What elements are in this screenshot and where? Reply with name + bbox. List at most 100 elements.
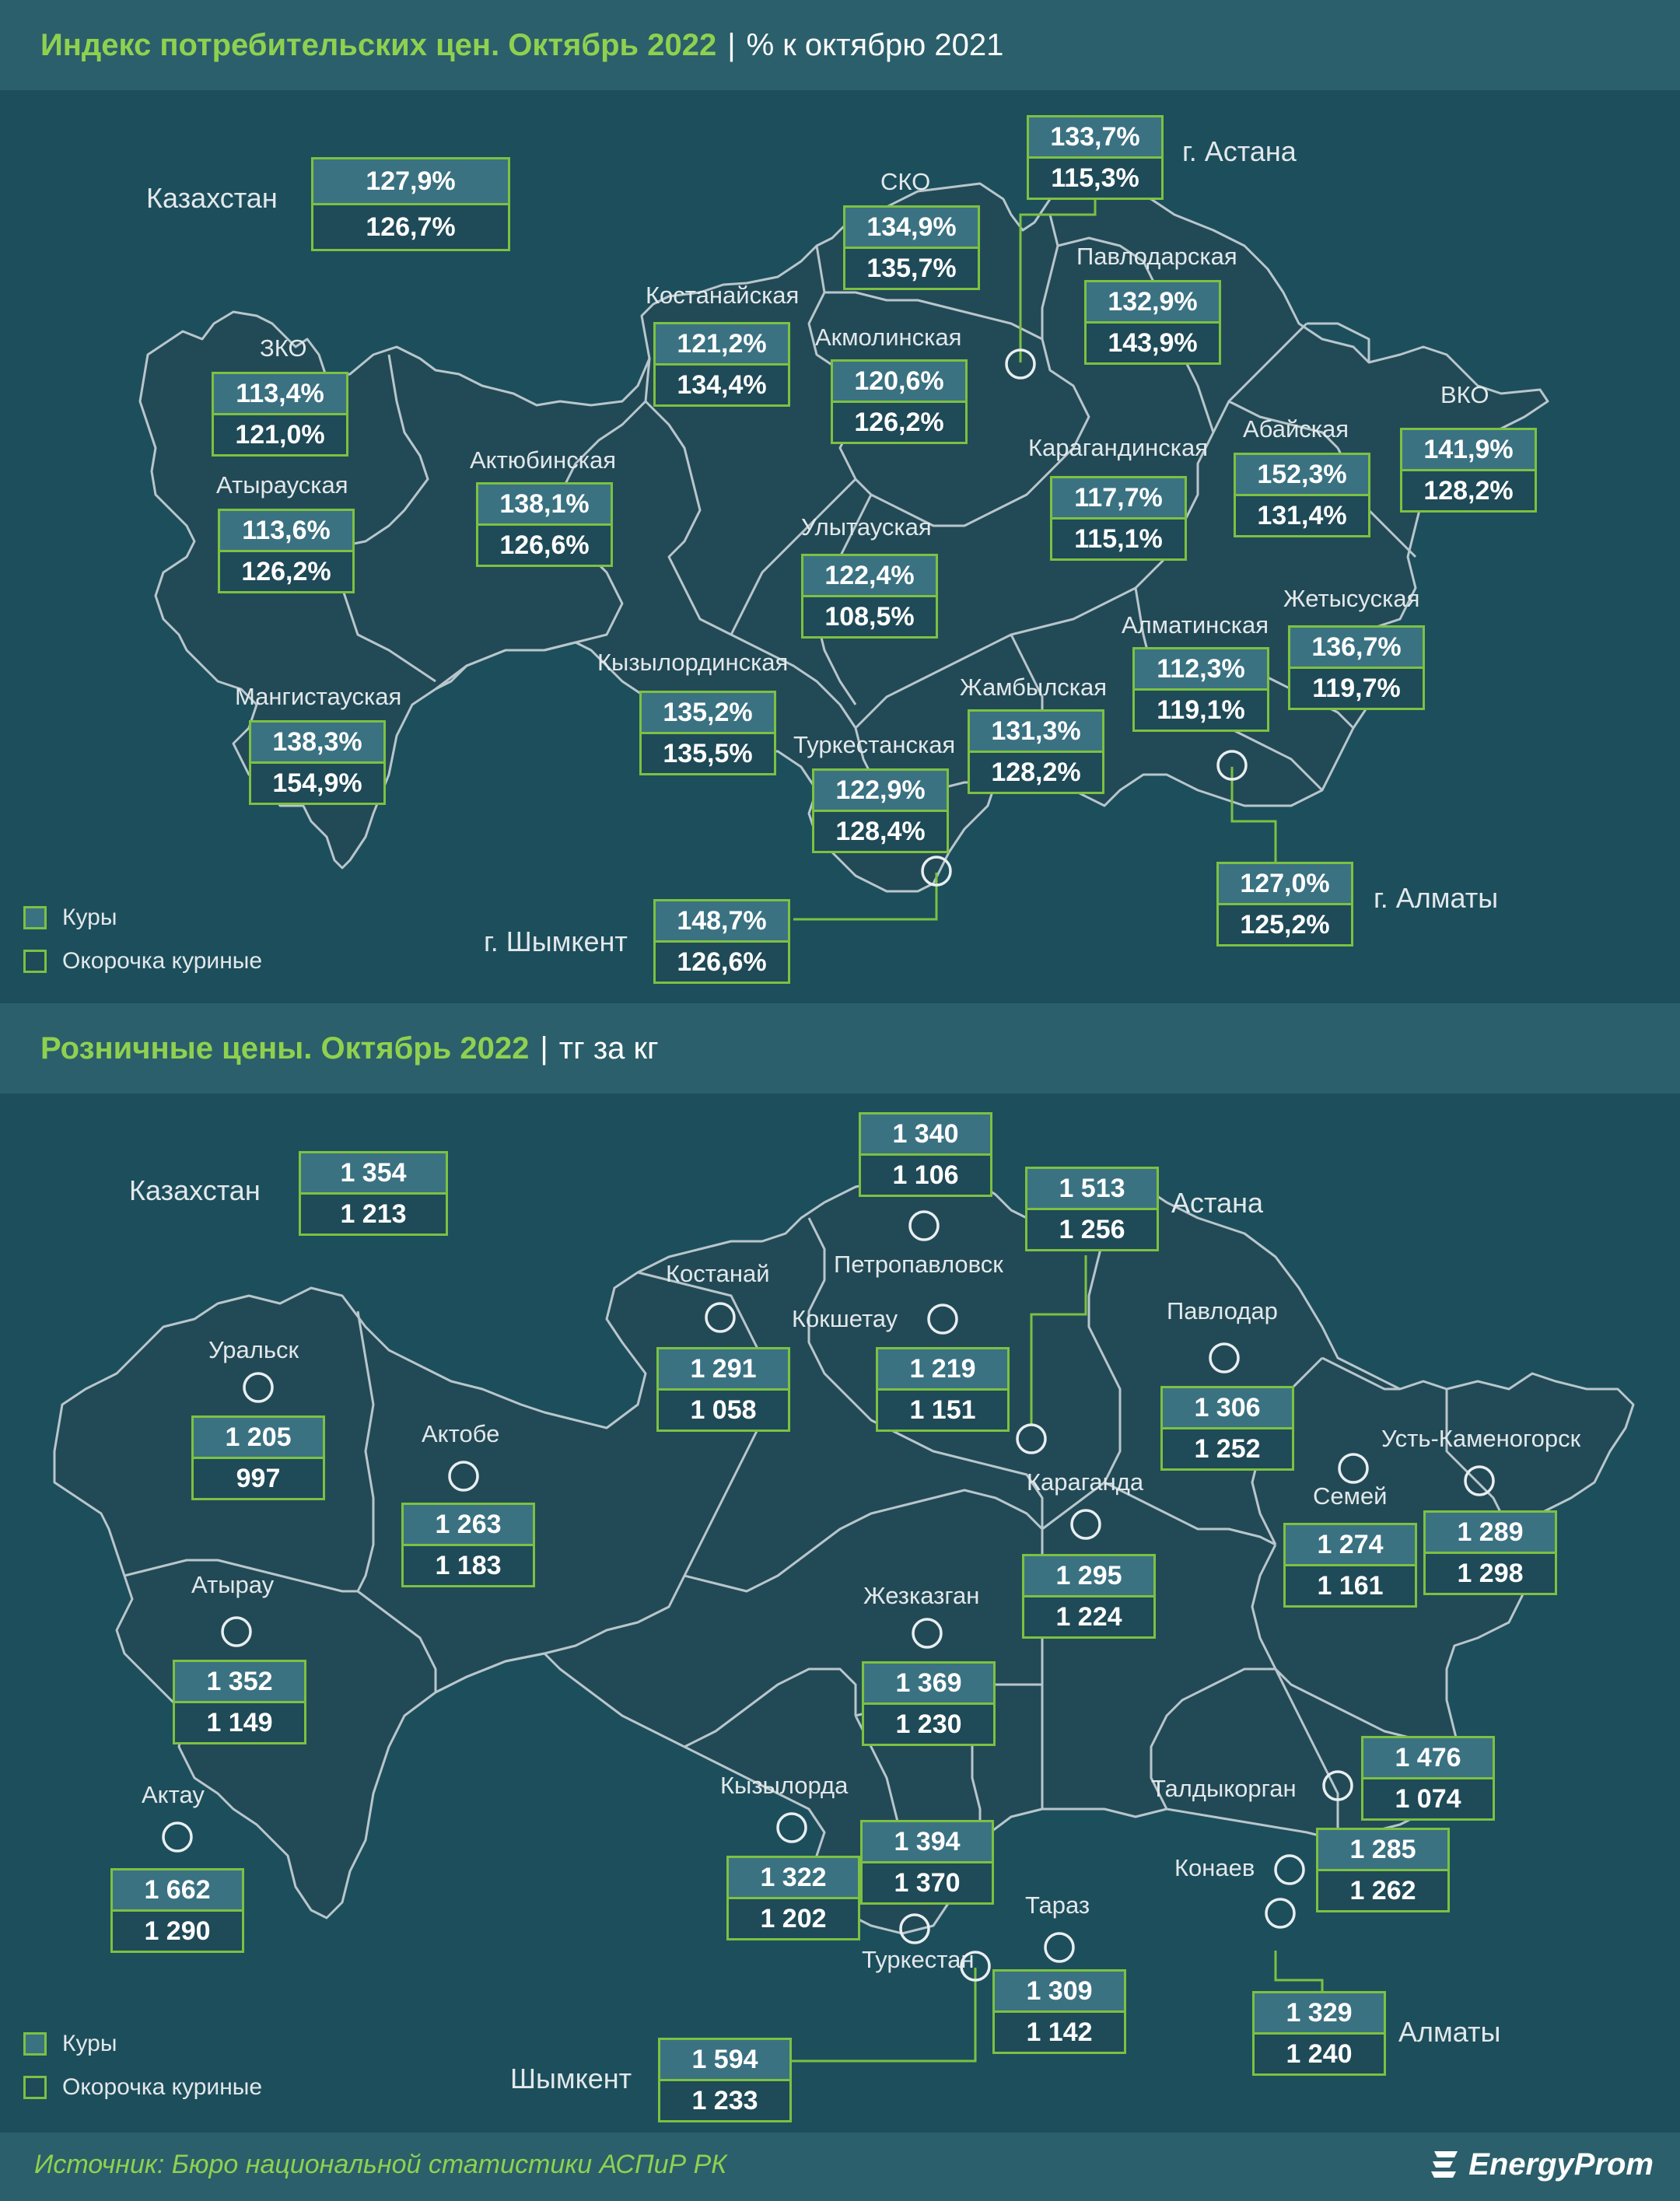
petropavlovsk-marker-icon [908,1210,940,1241]
brand-name: EnergyProm [1468,2147,1654,2182]
region-label-kyzylorda: Кызылординская [597,649,789,676]
region-value-legs: 126,2% [220,552,352,591]
region-label-kostanay: Костанайская [646,282,800,309]
city-label-atyrau: Атырау [191,1571,275,1598]
city-value-chicken: 1 291 [659,1349,788,1391]
city-box-pavlodar: 1 306 1 252 [1160,1386,1294,1471]
panel2-unit: тг за кг [558,1031,659,1066]
city-box-almaty: 1 329 1 240 [1252,1991,1386,2076]
region-value-legs: 135,7% [845,249,978,288]
national-value-box: 1 354 1 213 [299,1151,448,1236]
city-box-almaty: 127,0% 125,2% [1216,862,1353,947]
region-value-legs: 126,6% [478,526,611,565]
kokshetau-marker-icon [927,1303,958,1335]
national-value-chicken: 127,9% [313,159,508,205]
national-value-legs: 126,7% [313,205,508,249]
national-value-chicken: 1 354 [301,1153,446,1195]
panel2-title: Розничные цены. Октябрь 2022 | тг за кг [40,1031,659,1066]
taldykorgan-marker-icon [1322,1770,1353,1801]
city-value-legs: 1 151 [878,1391,1007,1429]
legend-swatch-legs [23,950,47,973]
region-box-mangistau: 138,3% 154,9% [249,720,386,805]
city-label-uralsk: Уральск [208,1336,299,1363]
legend-item-chicken: Куры [23,2022,262,2066]
region-label-aktobe: Актюбинская [470,446,616,474]
panel1-title-separator: | [727,27,736,62]
city-value-chicken: 1 289 [1426,1513,1555,1554]
legend-item-legs: Окорочка куриные [23,2066,262,2109]
region-value-legs: 119,7% [1290,669,1423,708]
city-value-chicken: 1 274 [1286,1525,1415,1566]
city-box-astana: 133,7% 115,3% [1027,115,1164,200]
region-box-zhetysu: 136,7% 119,7% [1288,625,1425,710]
city-value-chicken: 148,7% [656,901,788,943]
city-value-legs: 1 183 [404,1546,533,1585]
panel1-title: Индекс потребительских цен. Октябрь 2022… [40,28,1003,63]
region-value-chicken: 121,2% [656,324,788,366]
region-box-ulytau: 122,4% 108,5% [801,554,938,639]
city-value-legs: 1 262 [1318,1871,1447,1910]
city-box-karaganda: 1 295 1 224 [1022,1554,1156,1639]
city-value-legs: 1 230 [864,1705,993,1744]
region-label-mangistau: Мангистауская [235,683,402,710]
city-value-legs: 1 202 [729,1899,858,1938]
city-value-legs: 115,3% [1029,159,1161,198]
region-value-chicken: 135,2% [642,693,774,734]
region-label-vko: ВКО [1440,381,1489,408]
turkestan-marker-icon [899,1913,930,1944]
almaty-leader-line [1230,767,1277,868]
aktobe-marker-icon [448,1461,479,1492]
region-label-abai: Абайская [1243,415,1349,443]
region-value-chicken: 132,9% [1087,282,1219,324]
city-value-chicken: 1 329 [1255,1993,1384,2035]
almaty-leader-line [1274,1951,1324,1993]
region-label-karaganda: Карагандинская [1028,434,1209,461]
panel1-map: Казахстан 127,9% 126,7% ЗКО 113,4% 121,0… [0,90,1680,1006]
shymkent-marker-icon [921,856,952,887]
region-box-karaganda: 117,7% 115,1% [1050,476,1187,561]
region-box-pavlodar: 132,9% 143,9% [1084,280,1221,365]
region-value-chicken: 122,9% [814,771,947,812]
city-value-chicken: 1 263 [404,1505,533,1546]
city-value-legs: 1 256 [1027,1210,1157,1249]
city-value-chicken: 1 205 [194,1418,323,1459]
city-box-petropavlovsk: 1 340 1 106 [859,1112,992,1197]
city-value-chicken: 1 662 [113,1870,242,1912]
city-value-legs: 997 [194,1459,323,1498]
city-box-turkestan: 1 394 1 370 [860,1820,994,1905]
region-value-legs: 134,4% [656,366,788,404]
city-box-shymkent: 1 594 1 233 [658,2038,792,2122]
region-value-chicken: 138,3% [251,723,383,764]
city-value-chicken: 1 306 [1163,1388,1292,1429]
city-value-legs: 1 233 [660,2081,789,2120]
city-value-legs: 1 252 [1163,1429,1292,1468]
city-box-kostanay: 1 291 1 058 [656,1347,790,1432]
region-box-kostanay: 121,2% 134,4% [653,322,790,407]
legend-label-chicken: Куры [62,905,117,930]
city-label-taldykorgan: Талдыкорган [1151,1775,1297,1802]
region-box-abai: 152,3% 131,4% [1234,453,1370,537]
panel1-unit: % к октябрю 2021 [746,27,1004,62]
city-value-chicken: 1 369 [864,1664,993,1705]
legend-item-chicken: Куры [23,896,262,940]
city-value-chicken: 1 394 [863,1822,992,1863]
energyprom-logo-icon [1431,2151,1458,2178]
region-box-almaty-region: 112,3% 119,1% [1132,647,1269,732]
karaganda-marker-icon [1070,1509,1101,1540]
city-label-aktau: Актау [142,1781,205,1808]
city-box-taldykorgan: 1 476 1 074 [1361,1736,1495,1821]
city-box-kokshetau: 1 219 1 151 [876,1347,1010,1432]
panel2-title-text: Розничные цены. Октябрь 2022 [40,1031,530,1066]
region-box-zhambyl: 131,3% 128,2% [968,709,1104,794]
region-value-legs: 135,5% [642,734,774,773]
region-label-atyrau: Атырауская [216,471,348,499]
city-box-astana: 1 513 1 256 [1025,1167,1159,1251]
legend-label-legs: Окорочка куриные [62,2074,263,2100]
city-value-legs: 1 142 [995,2013,1124,2052]
city-label-almaty: Алматы [1398,2016,1501,2048]
city-value-legs: 1 298 [1426,1554,1555,1593]
region-value-legs: 128,2% [970,753,1102,792]
panel1-header: Индекс потребительских цен. Октябрь 2022… [0,0,1680,90]
source-text: Источник: Бюро национальной статистики А… [34,2150,727,2179]
taraz-marker-icon [1044,1932,1075,1963]
